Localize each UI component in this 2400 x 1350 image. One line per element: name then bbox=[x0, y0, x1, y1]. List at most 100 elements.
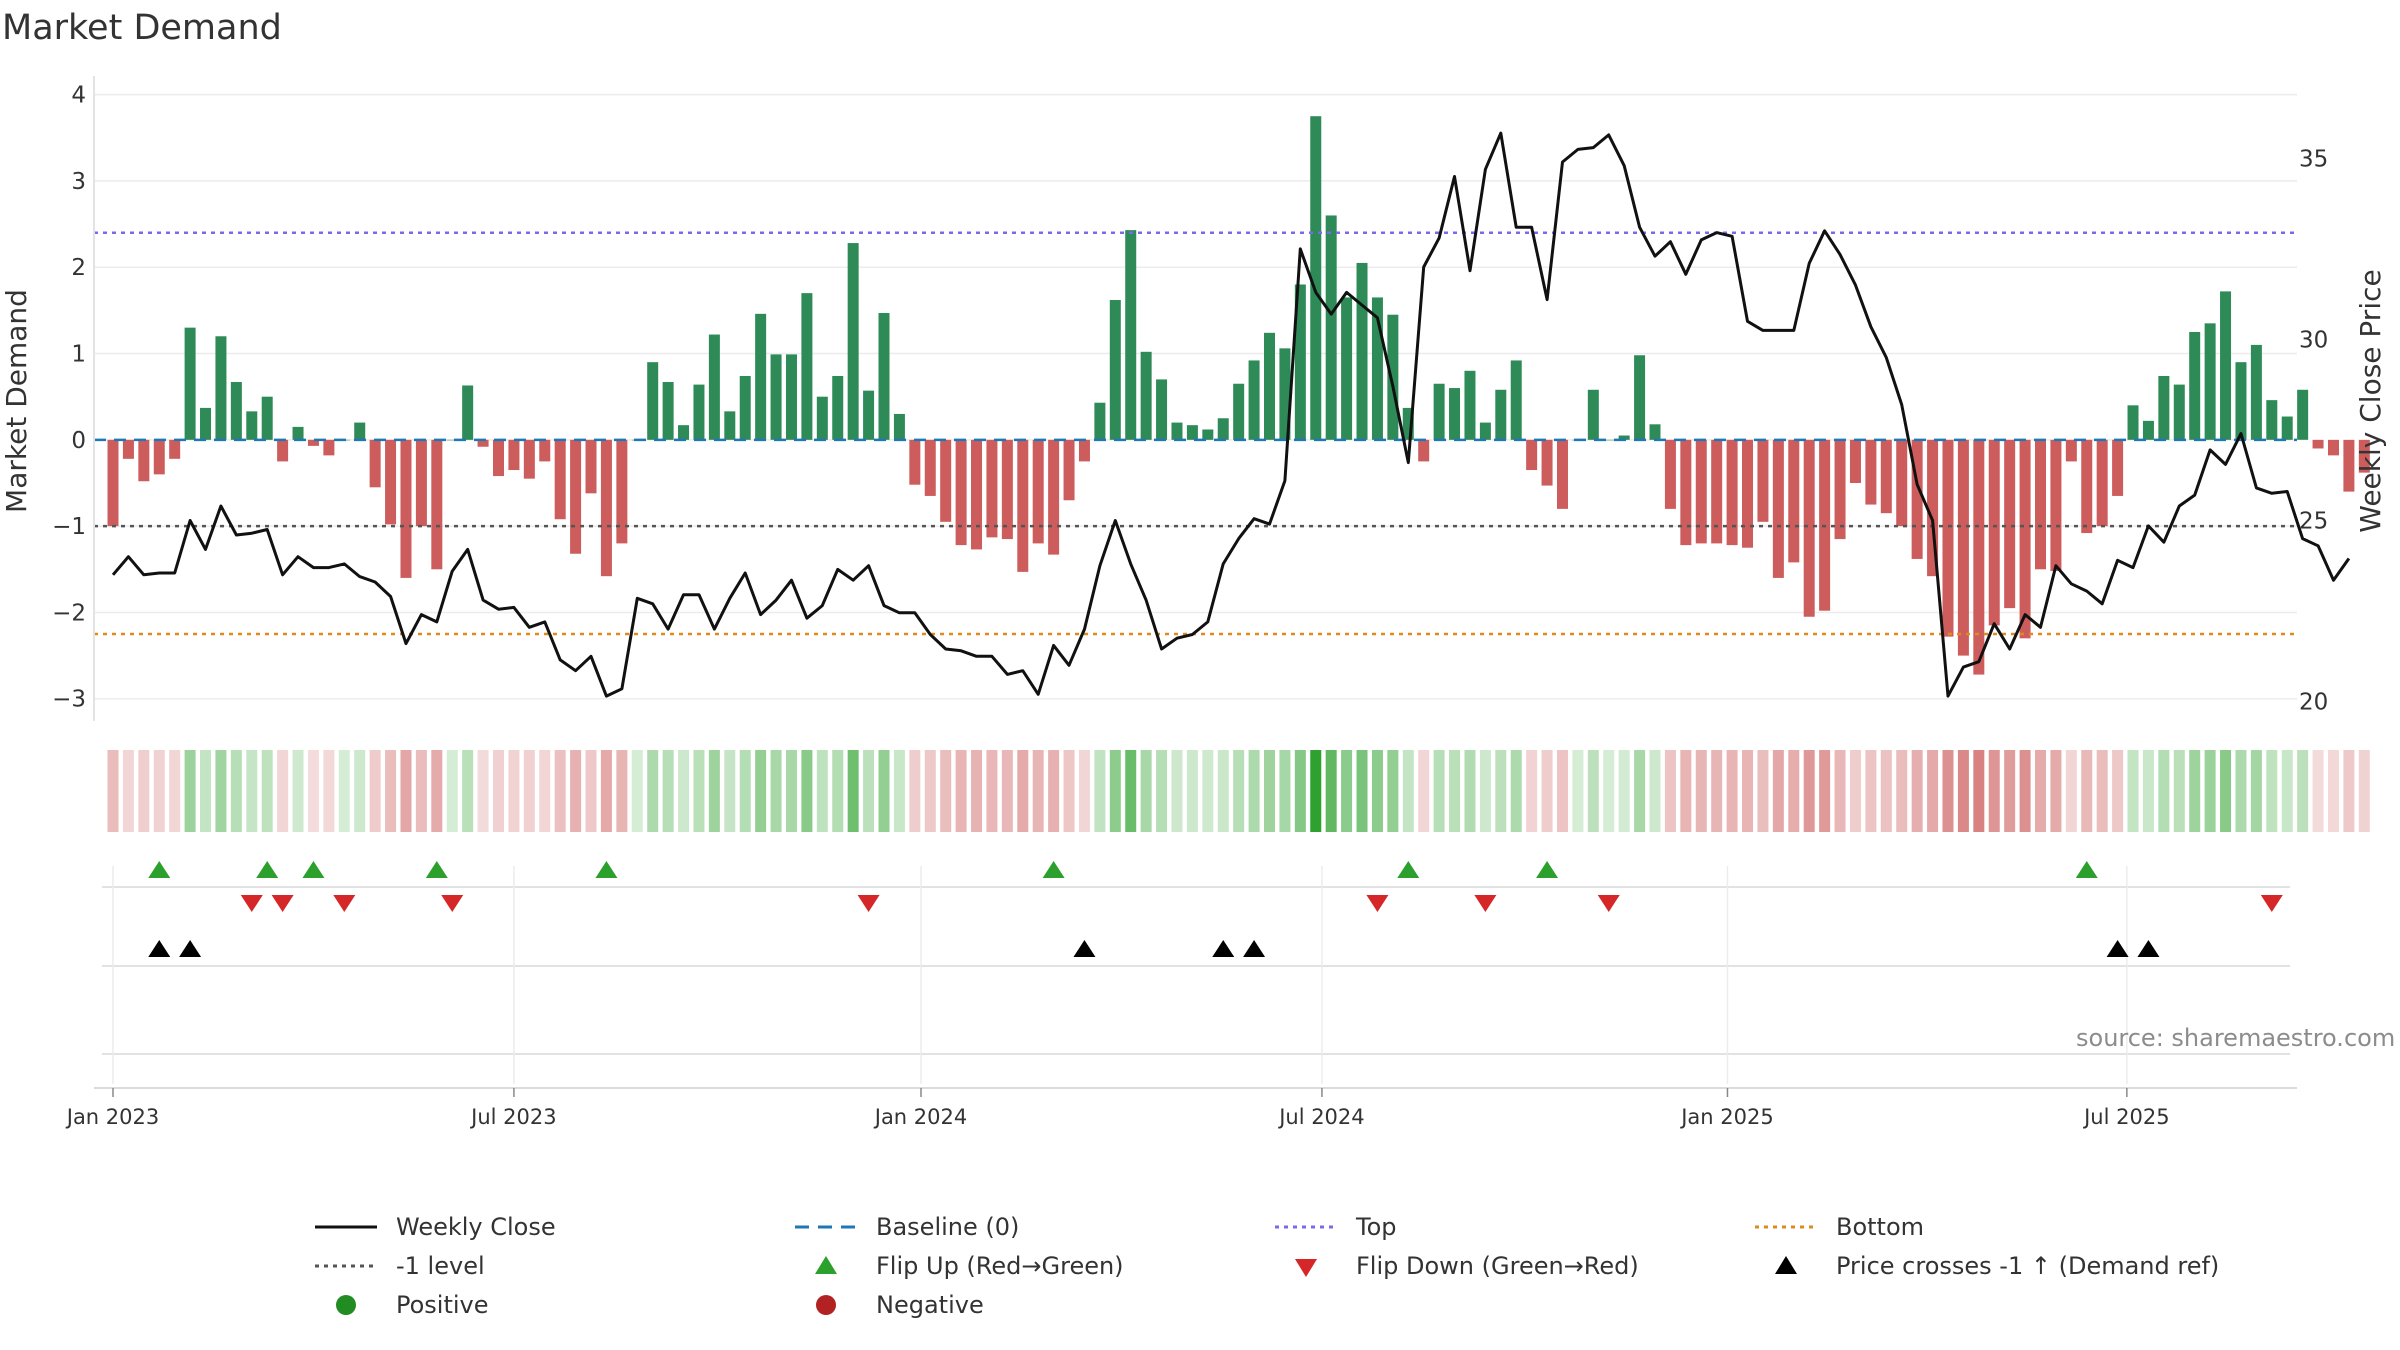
y-tick-label: 3 bbox=[71, 169, 86, 195]
heat-strip-cell bbox=[585, 750, 597, 832]
heat-strip-cell bbox=[770, 750, 782, 832]
heat-strip-cell bbox=[1356, 750, 1368, 832]
demand-bar bbox=[1711, 439, 1723, 544]
weekly-close-line bbox=[111, 131, 2351, 698]
heat-strip-cell bbox=[184, 750, 196, 832]
legend-dot-swatch bbox=[1755, 1225, 1817, 1229]
x-tick-label: Jan 2025 bbox=[1679, 1105, 1774, 1129]
demand-bar bbox=[1556, 439, 1568, 509]
demand-bar bbox=[2220, 291, 2232, 440]
flip-down-marker bbox=[2260, 895, 2283, 912]
heat-strip-cell bbox=[832, 750, 844, 832]
demand-bar bbox=[2142, 420, 2154, 440]
demand-bar bbox=[385, 439, 397, 525]
price-cross-marker bbox=[1243, 940, 1266, 957]
flip-up-marker bbox=[1397, 861, 1420, 878]
demand-bar bbox=[1341, 297, 1353, 440]
y-tick-label: 2 bbox=[71, 255, 86, 281]
x-tick-label: Jul 2025 bbox=[2082, 1105, 2169, 1129]
heat-strip-cell bbox=[1264, 750, 1275, 832]
flip-down-marker bbox=[333, 895, 356, 912]
flip-up-marker bbox=[302, 861, 325, 878]
flip-down-marker bbox=[1597, 895, 1620, 912]
heat-strip-cell bbox=[153, 750, 165, 832]
heat-strip-cell bbox=[2019, 750, 2031, 832]
legend-dash-swatch bbox=[795, 1225, 857, 1229]
axis-layer: 4 3 2 1 0 −1 −2 −3 35 30 25 20 Market Demand Weekly C… bbox=[0, 76, 2387, 721]
y2-tick-label: 30 bbox=[2299, 327, 2328, 353]
demand-bar bbox=[1125, 230, 1137, 440]
heat-strip-cell bbox=[1988, 750, 2000, 832]
legend-label: -1 level bbox=[396, 1252, 485, 1280]
x-tick-label: Jul 2023 bbox=[469, 1105, 556, 1129]
heat-strip-cell bbox=[1849, 750, 1861, 832]
demand-bar bbox=[2004, 439, 2016, 609]
demand-bar bbox=[600, 439, 612, 577]
demand-bar bbox=[292, 426, 304, 440]
demand-bar bbox=[924, 439, 936, 496]
demand-bar bbox=[107, 439, 119, 527]
demand-bar bbox=[986, 439, 998, 538]
demand-bar bbox=[508, 439, 520, 471]
demand-bar bbox=[1988, 439, 2000, 626]
heat-strip-cell bbox=[2142, 750, 2154, 832]
demand-bar bbox=[1680, 439, 1692, 546]
demand-bar bbox=[2297, 389, 2309, 440]
triangle-up-icon bbox=[815, 1256, 837, 1274]
price-cross-marker bbox=[2137, 940, 2160, 957]
demand-bar bbox=[2050, 439, 2062, 572]
demand-bar bbox=[909, 439, 921, 485]
demand-bar bbox=[2127, 405, 2139, 440]
demand-bar bbox=[785, 354, 797, 440]
heat-strip-cell bbox=[2127, 750, 2139, 832]
heat-strip-cell bbox=[1587, 750, 1599, 832]
heat-strip-cell bbox=[1341, 750, 1353, 832]
heat-strip bbox=[107, 750, 2370, 832]
demand-bar bbox=[1325, 215, 1337, 440]
demand-bar bbox=[1695, 439, 1707, 544]
heat-strip-cell bbox=[215, 750, 227, 832]
demand-bar bbox=[523, 439, 535, 479]
legend-label: Negative bbox=[876, 1291, 984, 1319]
demand-bar bbox=[893, 413, 905, 440]
demand-bar bbox=[708, 334, 720, 440]
heat-strip-cell bbox=[2343, 750, 2355, 832]
demand-bar bbox=[1973, 439, 1985, 675]
price-cross-marker bbox=[179, 940, 202, 957]
demand-bar bbox=[1094, 402, 1106, 440]
heat-strip-cell bbox=[462, 750, 474, 832]
heat-strip-cell bbox=[2327, 750, 2339, 832]
heat-strip-cell bbox=[354, 750, 366, 832]
heat-strip-cell bbox=[261, 750, 273, 832]
heat-strip-cell bbox=[2189, 750, 2201, 832]
demand-bar bbox=[2343, 439, 2355, 492]
demand-bar bbox=[1017, 439, 1029, 572]
y2-tick-label: 25 bbox=[2299, 508, 2328, 534]
heat-strip-cell bbox=[2004, 750, 2016, 832]
demand-bar bbox=[1464, 370, 1476, 440]
heat-strip-cell bbox=[369, 750, 381, 832]
heat-strip-cell bbox=[1479, 750, 1491, 832]
demand-bar bbox=[1233, 383, 1245, 440]
demand-bar bbox=[955, 439, 967, 546]
heat-strip-cell bbox=[1217, 750, 1229, 832]
flip-down-marker bbox=[271, 895, 294, 912]
demand-bar bbox=[1587, 389, 1599, 440]
demand-bars bbox=[107, 116, 2370, 675]
demand-bar bbox=[2173, 384, 2185, 440]
heat-strip-cell bbox=[107, 750, 119, 832]
demand-bar bbox=[847, 243, 859, 440]
heat-strip-cell bbox=[2065, 750, 2077, 832]
y2-tick-label: 35 bbox=[2299, 146, 2328, 172]
heat-strip-cell bbox=[1418, 750, 1430, 832]
heat-strip-cell bbox=[2035, 750, 2046, 832]
demand-bar bbox=[1495, 389, 1507, 440]
heat-strip-cell bbox=[986, 750, 998, 832]
demand-bar bbox=[277, 439, 289, 462]
demand-bar bbox=[1742, 439, 1754, 548]
heat-strip-cell bbox=[1001, 750, 1013, 832]
demand-bar bbox=[1634, 355, 1646, 440]
y-tick-label: −1 bbox=[52, 514, 86, 540]
x-tick-label: Jan 2023 bbox=[65, 1105, 160, 1129]
